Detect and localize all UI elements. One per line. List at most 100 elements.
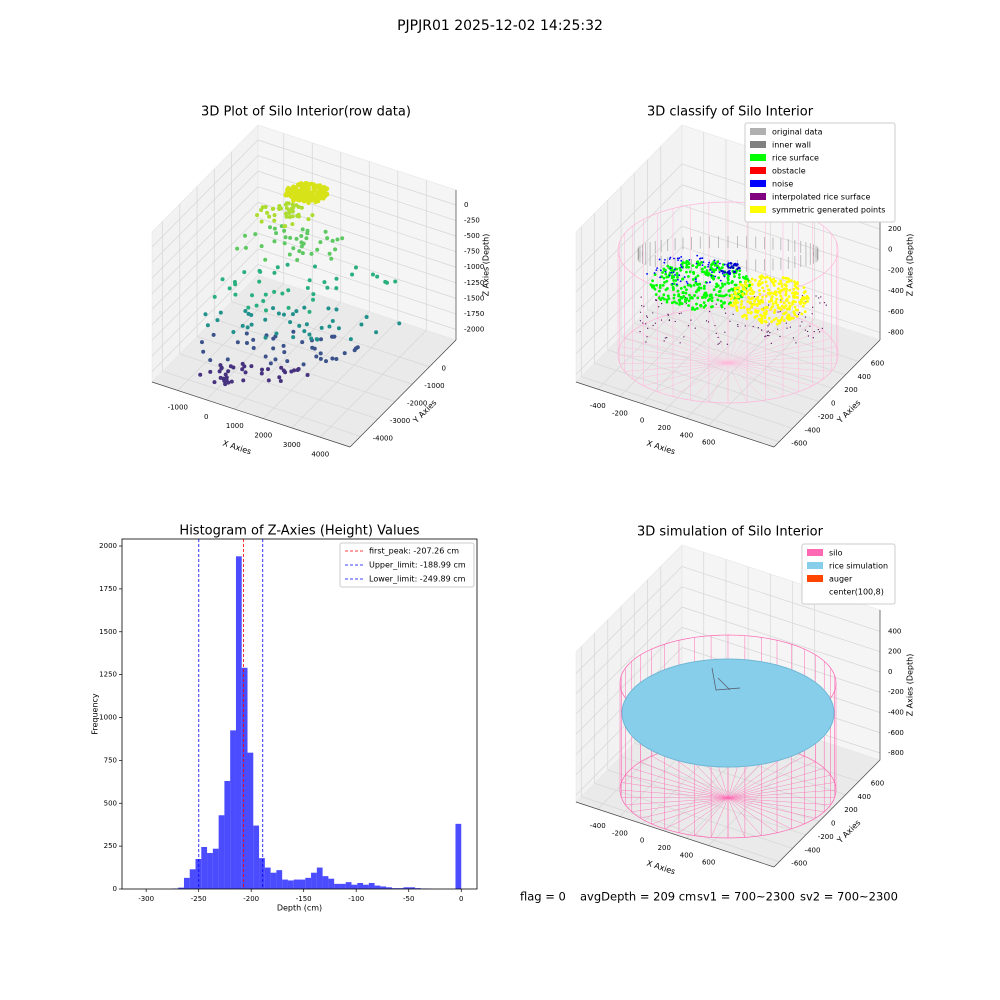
point-cloud — [240, 367, 245, 372]
point-cloud — [749, 311, 753, 315]
point-cloud — [279, 365, 284, 370]
point-cloud — [744, 279, 748, 283]
silo-wireframe — [727, 318, 799, 364]
point-cloud — [288, 320, 293, 325]
y-tick-label: 1250 — [99, 671, 117, 679]
point-cloud — [307, 278, 312, 283]
point-cloud — [323, 229, 328, 234]
grid-line — [151, 248, 259, 357]
point-cloud — [686, 275, 690, 278]
point-cloud — [675, 301, 679, 305]
point-cloud — [737, 273, 741, 276]
point-cloud — [760, 318, 764, 322]
point-cloud — [765, 335, 767, 337]
point-cloud — [305, 286, 310, 291]
point-cloud — [742, 287, 746, 290]
point-cloud — [301, 362, 306, 367]
silo-wireframe — [657, 318, 729, 364]
point-cloud — [679, 342, 681, 344]
point-cloud — [739, 303, 743, 306]
point-cloud — [211, 332, 216, 337]
point-cloud — [792, 287, 796, 291]
silo-wireframe — [727, 782, 835, 799]
point-cloud — [215, 318, 220, 323]
point-cloud — [715, 332, 717, 335]
x-tick-label: -250 — [191, 895, 207, 903]
point-cloud — [286, 288, 291, 293]
z-tick-label: -200 — [888, 266, 904, 274]
point-cloud — [696, 260, 700, 264]
x-tick-label: -150 — [296, 895, 312, 903]
point-cloud — [250, 293, 255, 298]
silo-wireframe — [710, 797, 729, 838]
point-cloud — [664, 337, 666, 339]
point-cloud — [294, 236, 299, 241]
legend-label: noise — [772, 180, 793, 189]
point-cloud — [720, 266, 724, 270]
point-cloud — [802, 301, 806, 305]
y-tick-label: 0 — [113, 885, 117, 893]
point-cloud — [695, 280, 697, 283]
point-cloud — [285, 359, 290, 364]
silo-wireframe — [727, 774, 831, 799]
point-cloud — [678, 301, 682, 304]
y-tick-label: 1750 — [99, 585, 117, 593]
silo-wireframe — [672, 313, 729, 364]
point-cloud — [820, 296, 822, 298]
point-cloud — [312, 188, 317, 193]
bar — [334, 883, 340, 889]
point-cloud — [682, 261, 685, 265]
point-cloud — [767, 300, 771, 304]
point-cloud — [309, 251, 314, 256]
rice-surface — [621, 658, 835, 768]
point-cloud — [662, 293, 666, 297]
point-cloud — [287, 211, 292, 216]
z-tick-label: -2000 — [464, 325, 484, 333]
point-cloud — [685, 280, 688, 283]
point-cloud — [263, 308, 268, 313]
point-cloud — [702, 261, 705, 264]
bar — [270, 872, 277, 889]
point-cloud — [666, 264, 670, 268]
point-cloud — [767, 304, 770, 306]
point-cloud — [807, 330, 809, 333]
point-cloud — [283, 370, 288, 375]
point-cloud — [312, 346, 317, 351]
point-cloud — [281, 343, 286, 348]
x-axis-label: Depth (cm) — [277, 904, 322, 913]
point-cloud — [235, 340, 240, 345]
point-cloud — [310, 213, 315, 218]
auger — [711, 667, 741, 691]
bar — [235, 556, 242, 889]
point-cloud — [674, 320, 676, 323]
point-cloud — [792, 337, 794, 339]
grid-line — [234, 301, 342, 410]
point-cloud — [818, 331, 821, 333]
point-cloud — [724, 331, 726, 333]
point-cloud — [715, 303, 717, 305]
point-cloud — [778, 306, 781, 310]
point-cloud — [645, 323, 647, 325]
point-cloud — [242, 270, 247, 275]
point-cloud — [744, 292, 748, 296]
grid-line — [575, 205, 683, 313]
point-cloud — [678, 313, 680, 315]
grid-line — [257, 248, 457, 315]
point-cloud — [708, 261, 710, 264]
point-cloud — [717, 294, 721, 298]
axis-line — [151, 381, 351, 448]
point-cloud — [770, 295, 774, 298]
point-cloud — [789, 326, 791, 328]
point-cloud — [687, 265, 691, 269]
point-cloud — [299, 244, 304, 249]
point-cloud — [763, 276, 767, 280]
point-cloud — [322, 280, 327, 285]
point-cloud — [663, 280, 666, 284]
point-cloud — [777, 282, 781, 286]
point-cloud — [709, 268, 712, 271]
axes-3d: -1000 0 1000 2000 3000 4000 -4000 -3000 -2000 -10… — [151, 105, 491, 458]
point-cloud — [786, 315, 790, 318]
point-cloud — [259, 207, 264, 212]
grid-line — [214, 318, 413, 385]
point-cloud — [203, 312, 208, 317]
